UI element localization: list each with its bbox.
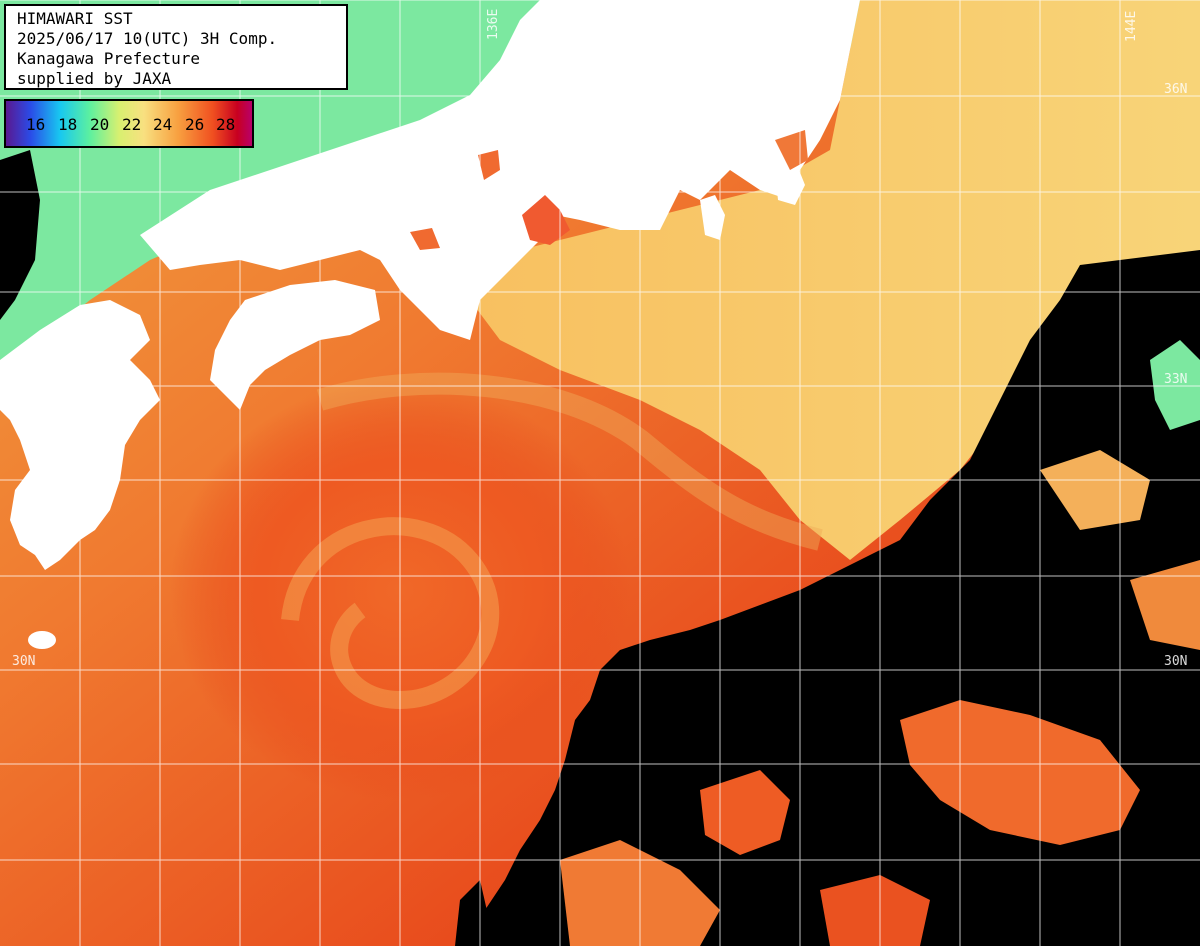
lat-label-36n: 36N bbox=[1164, 82, 1188, 97]
agency: Kanagawa Prefecture bbox=[17, 49, 201, 68]
info-box: HIMAWARI SST 2025/06/17 10(UTC) 3H Comp.… bbox=[4, 4, 348, 90]
coastal-warm-patch-2 bbox=[410, 228, 440, 250]
land-izu bbox=[700, 195, 725, 240]
warm-patch-cloud-2 bbox=[700, 770, 790, 855]
warm-patch-cloud-6 bbox=[1040, 450, 1150, 530]
product-title: HIMAWARI SST bbox=[17, 9, 133, 28]
coastal-warm-patch-3 bbox=[478, 150, 500, 180]
eddy-swirl-pale bbox=[281, 517, 500, 710]
legend-tick: 22 bbox=[122, 115, 142, 134]
land-shikoku bbox=[210, 280, 380, 410]
land-kii bbox=[398, 235, 445, 295]
color-legend: 16 18 20 22 24 26 28 bbox=[4, 99, 254, 148]
timestamp: 2025/06/17 10(UTC) 3H Comp. bbox=[17, 29, 278, 48]
front-swirl bbox=[316, 372, 823, 551]
land-boso bbox=[775, 160, 805, 205]
cloud-mask-sw-edge bbox=[455, 880, 495, 946]
kuroshio-extension-pale bbox=[470, 0, 1200, 560]
cool-patch-east bbox=[1150, 340, 1200, 430]
lat-label-30n-left: 30N bbox=[12, 654, 36, 669]
lon-label-144e: 144E bbox=[1124, 10, 1139, 42]
lat-label-33n: 33N bbox=[1164, 372, 1188, 387]
lat-label-30n-right: 30N bbox=[1164, 654, 1188, 669]
coastal-warm-patch bbox=[522, 195, 570, 245]
legend-tick: 18 bbox=[58, 115, 78, 134]
warm-patch-cloud-4 bbox=[820, 875, 930, 946]
lon-label-136e: 136E bbox=[486, 8, 501, 40]
land-tanegashima bbox=[28, 631, 56, 649]
legend-tick: 26 bbox=[185, 115, 205, 134]
legend-tick: 28 bbox=[216, 115, 236, 134]
legend-tick: 16 bbox=[26, 115, 46, 134]
warm-patch-cloud-5 bbox=[1130, 560, 1200, 650]
credit: supplied by JAXA bbox=[17, 69, 172, 88]
legend-tick: 24 bbox=[153, 115, 173, 134]
legend-tick: 20 bbox=[90, 115, 110, 134]
